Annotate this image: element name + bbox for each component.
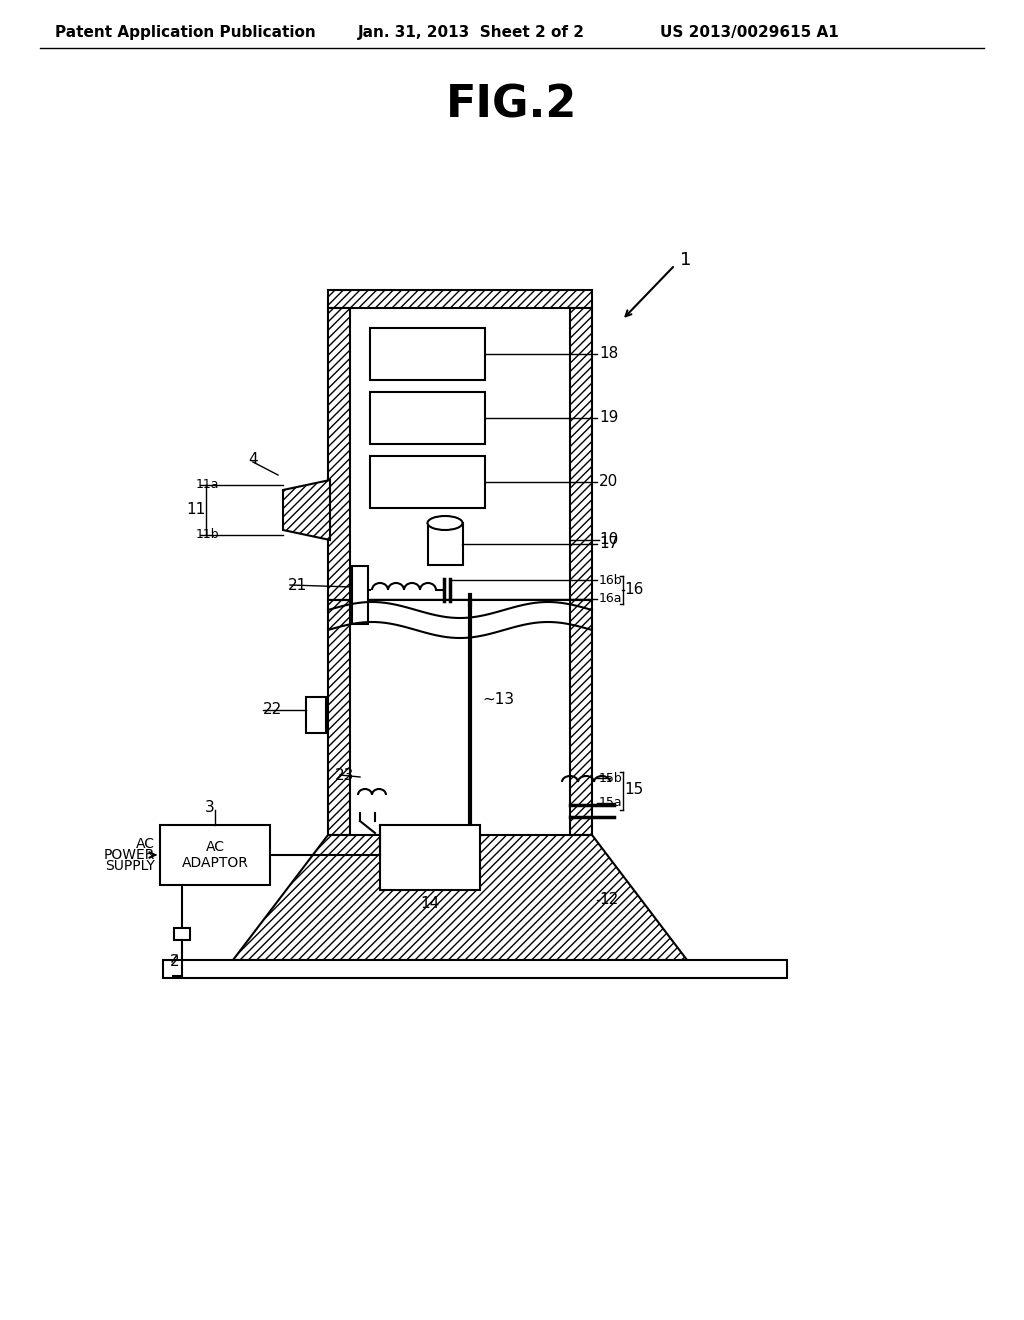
Polygon shape: [570, 308, 592, 601]
Bar: [160, 825, 270, 884]
Text: 18: 18: [599, 346, 618, 362]
Text: 16b: 16b: [599, 573, 623, 586]
Text: 23: 23: [335, 767, 354, 783]
Bar: [428, 523, 463, 565]
Text: 16: 16: [624, 582, 643, 598]
Bar: [174, 928, 190, 940]
Text: 15: 15: [624, 783, 643, 797]
Text: 22: 22: [263, 702, 283, 718]
Text: 12: 12: [599, 892, 618, 908]
Text: 21: 21: [288, 578, 307, 593]
Text: FIG.2: FIG.2: [446, 83, 578, 127]
Text: Jan. 31, 2013  Sheet 2 of 2: Jan. 31, 2013 Sheet 2 of 2: [358, 25, 585, 41]
Bar: [352, 566, 368, 624]
Text: 4: 4: [248, 453, 258, 467]
Text: US 2013/0029615 A1: US 2013/0029615 A1: [660, 25, 839, 41]
Bar: [306, 697, 326, 733]
Text: SUPPLY: SUPPLY: [105, 859, 155, 873]
Bar: [163, 960, 787, 978]
Bar: [370, 392, 485, 444]
Text: AC: AC: [136, 837, 155, 851]
Text: 11a: 11a: [196, 479, 219, 491]
Text: ADAPTOR: ADAPTOR: [181, 855, 249, 870]
Polygon shape: [328, 308, 350, 601]
Text: 15a: 15a: [599, 796, 623, 809]
Bar: [370, 327, 485, 380]
Polygon shape: [570, 601, 592, 836]
Polygon shape: [328, 290, 592, 308]
Text: 17: 17: [599, 536, 618, 552]
Text: 1: 1: [680, 251, 691, 269]
Text: 11: 11: [186, 503, 205, 517]
Polygon shape: [328, 601, 350, 836]
Ellipse shape: [427, 516, 463, 531]
Text: 19: 19: [599, 411, 618, 425]
Text: Patent Application Publication: Patent Application Publication: [55, 25, 315, 41]
Polygon shape: [233, 836, 687, 960]
Text: ~13: ~13: [482, 693, 514, 708]
Bar: [380, 825, 480, 890]
Text: 2: 2: [170, 954, 179, 969]
Text: AC: AC: [206, 840, 224, 854]
Text: 14: 14: [421, 896, 439, 912]
Text: 15b: 15b: [599, 771, 623, 784]
Text: 10: 10: [599, 532, 618, 548]
Text: 20: 20: [599, 474, 618, 490]
Bar: [370, 455, 485, 508]
Text: 3: 3: [205, 800, 215, 814]
Text: POWER: POWER: [103, 847, 155, 862]
Text: 11b: 11b: [196, 528, 219, 541]
Text: 16a: 16a: [599, 593, 623, 606]
Polygon shape: [283, 480, 330, 540]
